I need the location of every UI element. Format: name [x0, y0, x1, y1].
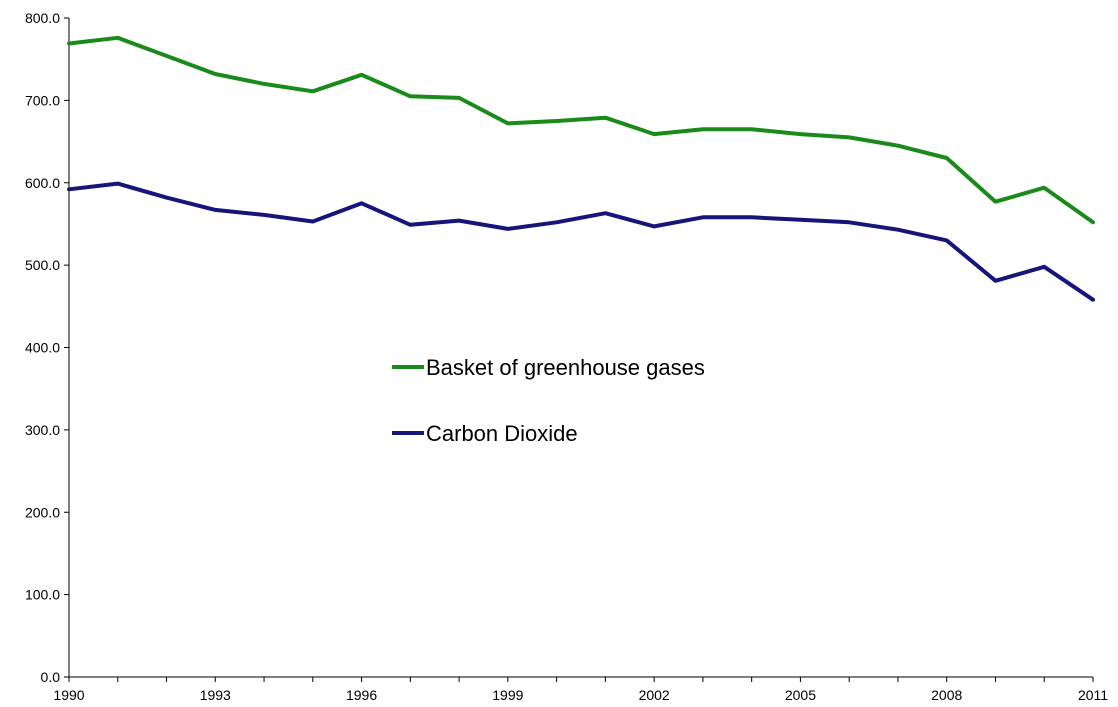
legend-label: Carbon Dioxide	[426, 421, 578, 446]
x-tick-label: 2005	[785, 687, 816, 703]
axes: 0.0 100.0 200.0 300.0 400.0 500.0 600.0 700.0 80…	[25, 10, 1108, 703]
series-lines	[67, 35, 1095, 302]
y-tick-label: 0.0	[41, 669, 61, 685]
y-tick-label: 600.0	[25, 175, 60, 191]
x-tick-label: 1990	[53, 687, 84, 703]
x-tick-label: 1999	[492, 687, 523, 703]
x-tick-label: 1996	[346, 687, 377, 703]
legend-label: Basket of greenhouse gases	[426, 355, 705, 380]
y-tick-label: 300.0	[25, 422, 60, 438]
y-tick-label: 200.0	[25, 504, 60, 520]
y-tick-label: 800.0	[25, 10, 60, 26]
x-tick-label: 2011	[1078, 687, 1108, 703]
y-tick-label: 700.0	[25, 92, 60, 108]
x-tick-label: 1993	[200, 687, 231, 703]
series-line-2	[67, 181, 1095, 302]
y-tick-label: 500.0	[25, 257, 60, 273]
y-tick-label: 400.0	[25, 340, 60, 356]
x-tick-label: 2002	[639, 687, 670, 703]
series-line-1	[67, 35, 1095, 225]
x-tick-label: 2008	[931, 687, 962, 703]
y-tick-label: 100.0	[25, 587, 60, 603]
legend: Basket of greenhouse gases Carbon Dioxide	[392, 355, 705, 446]
